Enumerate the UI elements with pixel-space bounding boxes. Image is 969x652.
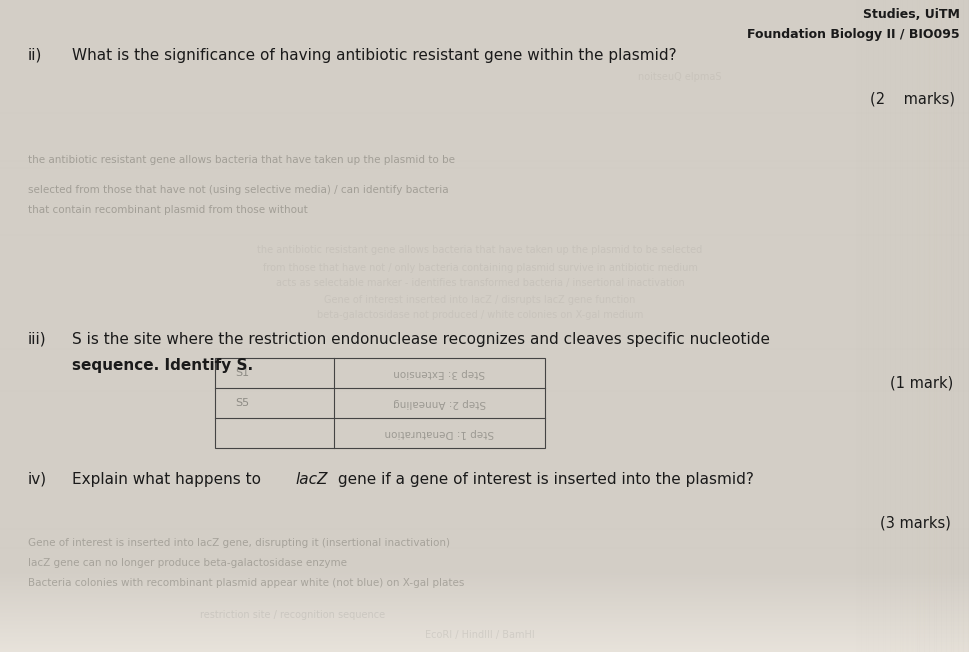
Text: Step 2: Annealing: Step 2: Annealing [393, 398, 485, 408]
Text: Explain what happens to: Explain what happens to [72, 472, 266, 487]
Bar [215, 358, 545, 448]
Text: Gene of interest is inserted into lacZ gene, disrupting it (insertional inactiva: Gene of interest is inserted into lacZ g… [28, 538, 450, 548]
Text: (2    marks): (2 marks) [870, 92, 955, 107]
Text: noitseuQ elpmaS: noitseuQ elpmaS [639, 72, 722, 82]
Text: Bacteria colonies with recombinant plasmid appear white (not blue) on X-gal plat: Bacteria colonies with recombinant plasm… [28, 578, 464, 588]
Text: the antibiotic resistant gene allows bacteria that have taken up the plasmid to : the antibiotic resistant gene allows bac… [258, 245, 703, 255]
Text: Gene of interest inserted into lacZ / disrupts lacZ gene function: Gene of interest inserted into lacZ / di… [325, 295, 636, 305]
Text: beta-galactosidase not produced / white colonies on X-gal medium: beta-galactosidase not produced / white … [317, 310, 643, 320]
Text: lacZ: lacZ [295, 472, 328, 487]
Text: lacZ gene can no longer produce beta-galactosidase enzyme: lacZ gene can no longer produce beta-gal… [28, 558, 347, 568]
Text: Step 1: Denaturation: Step 1: Denaturation [385, 428, 494, 438]
Text: iv): iv) [28, 472, 47, 487]
Text: that contain recombinant plasmid from those without: that contain recombinant plasmid from th… [28, 205, 308, 215]
Text: selected from those that have not (using selective media) / can identify bacteri: selected from those that have not (using… [28, 185, 449, 195]
Text: What is the significance of having antibiotic resistant gene within the plasmid?: What is the significance of having antib… [72, 48, 676, 63]
Text: (3 marks): (3 marks) [880, 516, 951, 531]
Text: iii): iii) [28, 332, 47, 347]
Text: gene if a gene of interest is inserted into the plasmid?: gene if a gene of interest is inserted i… [333, 472, 754, 487]
Text: sequence. Identify S.: sequence. Identify S. [72, 358, 253, 373]
Text: EcoRI / HindIII / BamHI: EcoRI / HindIII / BamHI [425, 630, 535, 640]
Text: Step 3: Extension: Step 3: Extension [393, 368, 485, 378]
Text: Studies, UiTM: Studies, UiTM [863, 8, 960, 21]
Text: Foundation Biology II / BIO095: Foundation Biology II / BIO095 [747, 28, 960, 41]
Text: acts as selectable marker - identifies transformed bacteria / insertional inacti: acts as selectable marker - identifies t… [275, 278, 684, 288]
Text: restriction site / recognition sequence: restriction site / recognition sequence [200, 610, 385, 620]
Text: ii): ii) [28, 48, 43, 63]
Text: S5: S5 [235, 398, 249, 408]
Text: S is the site where the restriction endonuclease recognizes and cleaves specific: S is the site where the restriction endo… [72, 332, 770, 347]
Text: the antibiotic resistant gene allows bacteria that have taken up the plasmid to : the antibiotic resistant gene allows bac… [28, 155, 455, 165]
Text: from those that have not / only bacteria containing plasmid survive in antibioti: from those that have not / only bacteria… [263, 263, 698, 273]
Text: S1: S1 [235, 368, 249, 378]
Text: (1 mark): (1 mark) [890, 375, 953, 390]
